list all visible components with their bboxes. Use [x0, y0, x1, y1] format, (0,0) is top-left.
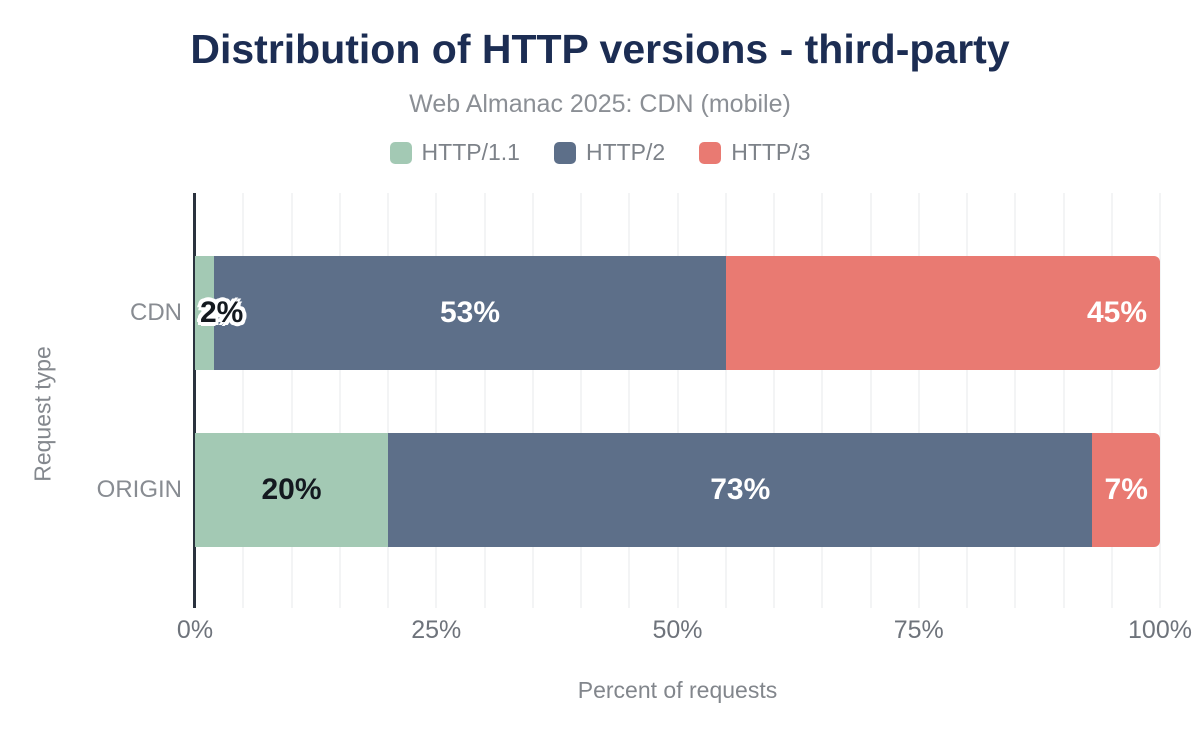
gridline — [917, 193, 920, 608]
gridline — [1110, 193, 1113, 608]
bar-value-label: 2% — [200, 296, 244, 329]
gridline — [387, 193, 389, 608]
bar-segment-origin-http-2[interactable] — [388, 433, 1093, 547]
gridline — [869, 193, 872, 608]
gridline — [1014, 193, 1017, 608]
gridline — [531, 193, 534, 608]
bar-value-label: 45% — [1086, 296, 1147, 329]
legend-swatch-icon — [699, 141, 722, 164]
bar-value-label: 53% — [439, 296, 501, 329]
y-axis-line — [193, 193, 196, 608]
gridline — [435, 193, 438, 608]
bar-segment-cdn-http-3[interactable] — [725, 256, 1160, 370]
y-axis-title: Request type — [29, 346, 56, 482]
legend-item-http-2[interactable]: HTTP/2 — [553, 139, 666, 166]
gridline — [483, 193, 486, 608]
x-tick-75: 75% — [893, 616, 944, 644]
gridline — [580, 193, 582, 608]
bar-segment-origin-http-1.1[interactable] — [195, 433, 388, 547]
gridline — [966, 193, 968, 608]
bar-segment-cdn-http-2[interactable] — [214, 256, 726, 370]
bar-value-label: 73% — [710, 473, 771, 506]
legend-label: HTTP/1.1 — [421, 139, 520, 165]
gridline — [1159, 193, 1161, 608]
chart-subtitle: Web Almanac 2025: CDN (mobile) — [409, 90, 791, 118]
gridline — [628, 193, 631, 608]
category-label-cdn: CDN — [130, 299, 182, 326]
legend-label: HTTP/2 — [585, 139, 666, 165]
gridline — [724, 193, 727, 608]
bar-value-label: 20% — [261, 473, 322, 506]
legend-item-http-3[interactable]: HTTP/3 — [699, 139, 810, 166]
gridline — [676, 193, 679, 608]
bar-row-cdn: 2% 53% 45% — [195, 256, 1160, 370]
gridline — [338, 193, 341, 608]
gridline — [821, 193, 824, 608]
bar-value-label: 7% — [1104, 473, 1148, 506]
gridline — [773, 193, 775, 608]
gridline — [242, 193, 245, 608]
gridline — [1062, 193, 1065, 608]
legend-swatch-icon — [389, 141, 412, 164]
legend-label: HTTP/3 — [731, 139, 811, 165]
chart-title: Distribution of HTTP versions - third-pa… — [190, 26, 1010, 72]
x-tick-50: 50% — [652, 616, 703, 644]
x-axis-title: Percent of requests — [577, 677, 778, 703]
bar-segment-origin-http-3[interactable] — [1092, 433, 1160, 547]
bar-row-origin: 20% 73% 7% — [195, 433, 1160, 547]
x-tick-25: 25% — [411, 616, 462, 644]
legend-item-http-1.1[interactable]: HTTP/1.1 — [389, 139, 520, 166]
x-tick-100: 100% — [1128, 616, 1192, 644]
x-tick-0: 0% — [176, 616, 214, 644]
legend-swatch-icon — [553, 141, 576, 164]
category-label-origin: ORIGIN — [96, 476, 182, 503]
chart-legend: HTTP/1.1 HTTP/2 HTTP/3 — [0, 139, 1200, 166]
bar-segment-cdn-http-1.1[interactable] — [195, 256, 215, 370]
gridline — [290, 193, 293, 608]
plot-area: 2% 53% 45% 20% 73% 7% — [193, 193, 1161, 608]
